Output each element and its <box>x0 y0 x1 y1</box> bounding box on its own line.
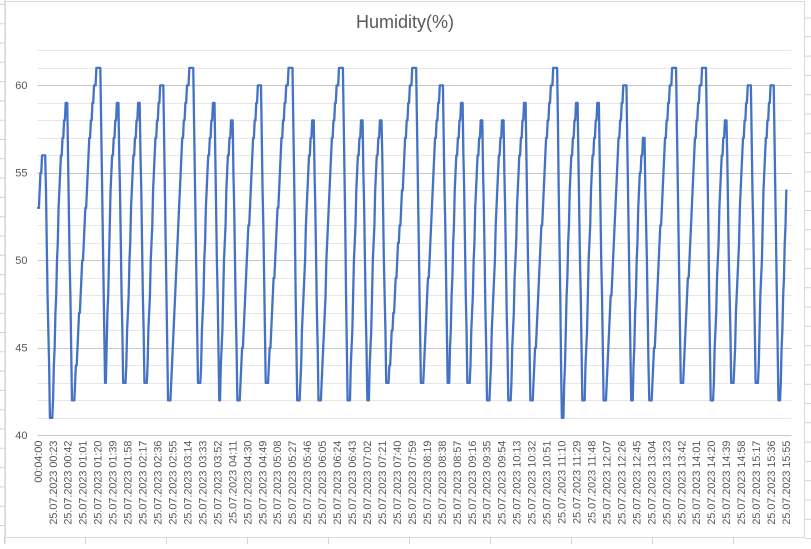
svg-text:25.07.2023 02:36: 25.07.2023 02:36 <box>153 441 165 525</box>
svg-text:25.07.2023 03:33: 25.07.2023 03:33 <box>197 441 209 525</box>
svg-text:55: 55 <box>15 168 27 180</box>
svg-text:25.07.2023 08:19: 25.07.2023 08:19 <box>422 441 434 525</box>
svg-text:25.07.2023 13:42: 25.07.2023 13:42 <box>676 441 688 525</box>
svg-text:25.07.2023 12:07: 25.07.2023 12:07 <box>601 441 613 525</box>
svg-text:45: 45 <box>15 343 27 355</box>
svg-text:25.07.2023 01:20: 25.07.2023 01:20 <box>93 441 105 525</box>
svg-text:25.07.2023 03:14: 25.07.2023 03:14 <box>182 441 194 525</box>
svg-text:25.07.2023 14:20: 25.07.2023 14:20 <box>706 441 718 525</box>
svg-text:50: 50 <box>15 255 27 267</box>
svg-text:25.07.2023 04:30: 25.07.2023 04:30 <box>242 441 254 525</box>
svg-text:40: 40 <box>15 430 27 442</box>
svg-text:25.07.2023 10:32: 25.07.2023 10:32 <box>527 441 539 525</box>
svg-text:25.07.2023 05:08: 25.07.2023 05:08 <box>272 441 284 525</box>
svg-text:25.07.2023 02:55: 25.07.2023 02:55 <box>167 441 179 525</box>
svg-text:25.07.2023 00:42: 25.07.2023 00:42 <box>63 441 75 525</box>
svg-text:Humidity(%): Humidity(%) <box>356 12 454 32</box>
svg-text:25.07.2023 15:36: 25.07.2023 15:36 <box>766 441 778 525</box>
svg-text:25.07.2023 00:23: 25.07.2023 00:23 <box>48 441 60 525</box>
svg-text:25.07.2023 13:23: 25.07.2023 13:23 <box>661 441 673 525</box>
svg-text:25.07.2023 12:26: 25.07.2023 12:26 <box>616 441 628 525</box>
svg-text:25.07.2023 06:43: 25.07.2023 06:43 <box>347 441 359 525</box>
svg-text:25.07.2023 11:10: 25.07.2023 11:10 <box>557 441 569 524</box>
svg-text:25.07.2023 13:04: 25.07.2023 13:04 <box>646 441 658 525</box>
svg-text:25.07.2023 01:58: 25.07.2023 01:58 <box>123 441 135 525</box>
svg-text:25.07.2023 12:45: 25.07.2023 12:45 <box>631 441 643 525</box>
svg-text:25.07.2023 04:49: 25.07.2023 04:49 <box>257 441 269 525</box>
svg-text:00:04:00: 00:04:00 <box>33 441 45 483</box>
svg-text:25.07.2023 10:51: 25.07.2023 10:51 <box>542 441 554 525</box>
svg-text:25.07.2023 11:29: 25.07.2023 11:29 <box>572 441 584 524</box>
svg-text:25.07.2023 15:55: 25.07.2023 15:55 <box>781 441 793 525</box>
svg-text:25.07.2023 14:01: 25.07.2023 14:01 <box>691 441 703 525</box>
svg-text:25.07.2023 05:46: 25.07.2023 05:46 <box>302 441 314 525</box>
svg-text:25.07.2023 01:01: 25.07.2023 01:01 <box>78 441 90 525</box>
svg-text:25.07.2023 07:02: 25.07.2023 07:02 <box>362 441 374 525</box>
svg-text:25.07.2023 07:59: 25.07.2023 07:59 <box>407 441 419 525</box>
svg-text:25.07.2023 06:24: 25.07.2023 06:24 <box>332 441 344 525</box>
svg-text:25.07.2023 09:35: 25.07.2023 09:35 <box>482 441 494 525</box>
svg-text:25.07.2023 09:16: 25.07.2023 09:16 <box>467 441 479 525</box>
svg-text:25.07.2023 08:57: 25.07.2023 08:57 <box>452 441 464 525</box>
svg-text:25.07.2023 14:39: 25.07.2023 14:39 <box>721 441 733 525</box>
svg-text:60: 60 <box>15 80 27 92</box>
svg-text:25.07.2023 07:40: 25.07.2023 07:40 <box>392 441 404 525</box>
svg-text:25.07.2023 02:17: 25.07.2023 02:17 <box>138 441 150 525</box>
svg-text:25.07.2023 14:58: 25.07.2023 14:58 <box>736 441 748 525</box>
svg-text:25.07.2023 01:39: 25.07.2023 01:39 <box>108 441 120 525</box>
svg-text:25.07.2023 05:27: 25.07.2023 05:27 <box>287 441 299 525</box>
svg-text:25.07.2023 11:48: 25.07.2023 11:48 <box>586 441 598 524</box>
svg-text:25.07.2023 15:17: 25.07.2023 15:17 <box>751 441 763 525</box>
svg-text:25.07.2023 03:52: 25.07.2023 03:52 <box>212 441 224 525</box>
svg-text:25.07.2023 10:13: 25.07.2023 10:13 <box>512 441 524 525</box>
svg-text:25.07.2023 07:21: 25.07.2023 07:21 <box>377 441 389 525</box>
svg-text:25.07.2023 09:54: 25.07.2023 09:54 <box>497 441 509 525</box>
svg-text:25.07.2023 04:11: 25.07.2023 04:11 <box>227 441 239 524</box>
svg-text:25.07.2023 08:38: 25.07.2023 08:38 <box>437 441 449 525</box>
svg-text:25.07.2023 06:05: 25.07.2023 06:05 <box>317 441 329 525</box>
